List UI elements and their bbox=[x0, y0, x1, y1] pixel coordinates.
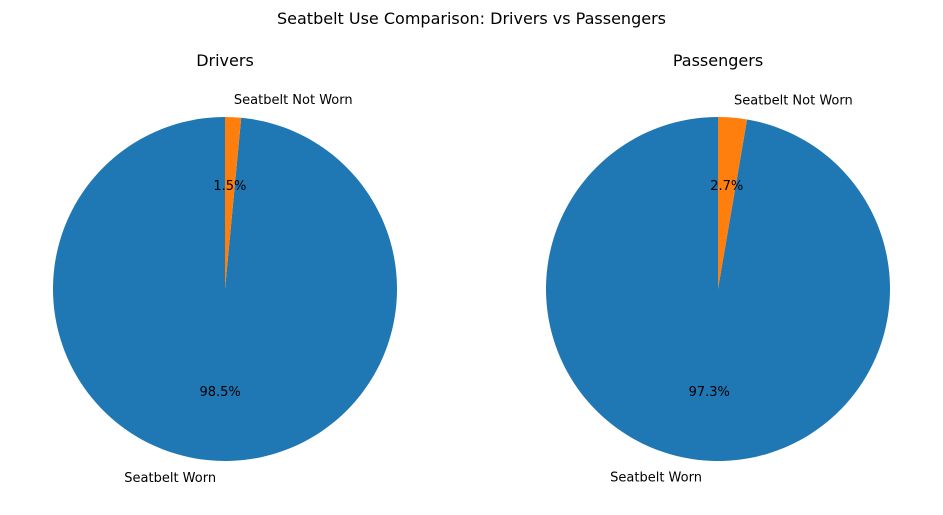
pie-title-passengers: Passengers bbox=[673, 51, 763, 70]
slice-label-passengers-seatbelt-worn: Seatbelt Worn bbox=[610, 471, 702, 486]
slice-label-passengers-seatbelt-not-worn: Seatbelt Not Worn bbox=[734, 93, 853, 108]
slice-percent-passengers-seatbelt-not-worn: 2.7% bbox=[710, 179, 743, 194]
pie-chart-drivers: Drivers Seatbelt Worn 98.5% Seatbelt Not W… bbox=[52, 51, 397, 486]
slice-percent-passengers-seatbelt-worn: 97.3% bbox=[689, 385, 730, 400]
figure-title: Seatbelt Use Comparison: Drivers vs Pass… bbox=[277, 9, 666, 28]
pie-title-drivers: Drivers bbox=[196, 51, 254, 70]
slice-percent-drivers-seatbelt-not-worn: 1.5% bbox=[213, 179, 246, 194]
pie-slice-passengers-seatbelt-not-worn bbox=[718, 117, 748, 289]
pie-slice-drivers-seatbelt-worn bbox=[52, 117, 397, 461]
pie-slice-drivers-seatbelt-not-worn bbox=[225, 117, 242, 289]
slice-label-drivers-seatbelt-not-worn: Seatbelt Not Worn bbox=[234, 93, 353, 108]
slice-label-drivers-seatbelt-worn: Seatbelt Worn bbox=[124, 471, 216, 486]
pie-chart-passengers: Passengers Seatbelt Worn 97.3% Seatbelt No… bbox=[546, 51, 890, 486]
slice-percent-drivers-seatbelt-worn: 98.5% bbox=[199, 385, 240, 400]
